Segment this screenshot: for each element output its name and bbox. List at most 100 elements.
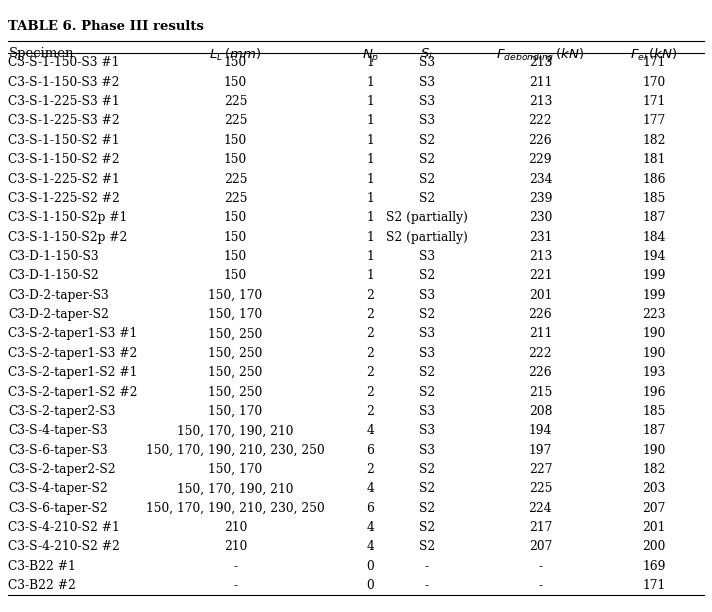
- Text: 213: 213: [529, 250, 552, 263]
- Text: 203: 203: [642, 482, 666, 495]
- Text: 226: 226: [528, 366, 553, 379]
- Text: C3-S-4-taper-S3: C3-S-4-taper-S3: [9, 424, 108, 438]
- Text: $F_{el}\,(kN)$: $F_{el}\,(kN)$: [630, 47, 677, 63]
- Text: S2 (partially): S2 (partially): [386, 231, 468, 244]
- Text: 186: 186: [642, 173, 666, 185]
- Text: S3: S3: [419, 76, 435, 89]
- Text: 196: 196: [642, 386, 666, 398]
- Text: 150, 170: 150, 170: [209, 463, 263, 476]
- Text: 201: 201: [642, 521, 666, 534]
- Text: S3: S3: [419, 347, 435, 360]
- Text: 1: 1: [366, 173, 374, 185]
- Text: C3-S-1-225-S2 #1: C3-S-1-225-S2 #1: [9, 173, 120, 185]
- Text: 194: 194: [642, 250, 666, 263]
- Text: 225: 225: [224, 192, 247, 205]
- Text: 2: 2: [366, 386, 374, 398]
- Text: S2: S2: [419, 502, 435, 515]
- Text: 207: 207: [529, 540, 552, 553]
- Text: 199: 199: [642, 269, 666, 282]
- Text: 4: 4: [366, 521, 374, 534]
- Text: 1: 1: [366, 269, 374, 282]
- Text: 185: 185: [642, 405, 666, 418]
- Text: 187: 187: [642, 211, 666, 224]
- Text: 207: 207: [642, 502, 666, 515]
- Text: 150, 170, 190, 210: 150, 170, 190, 210: [177, 482, 293, 495]
- Text: 1: 1: [366, 250, 374, 263]
- Text: 150: 150: [224, 56, 247, 69]
- Text: C3-S-4-210-S2 #2: C3-S-4-210-S2 #2: [9, 540, 120, 553]
- Text: 150: 150: [224, 269, 247, 282]
- Text: C3-D-1-150-S3: C3-D-1-150-S3: [9, 250, 99, 263]
- Text: 150: 150: [224, 76, 247, 89]
- Text: C3-S-1-225-S3 #1: C3-S-1-225-S3 #1: [9, 95, 120, 108]
- Text: C3-S-1-225-S2 #2: C3-S-1-225-S2 #2: [9, 192, 120, 205]
- Text: 211: 211: [529, 76, 552, 89]
- Text: 225: 225: [528, 482, 552, 495]
- Text: S3: S3: [419, 405, 435, 418]
- Text: $N_p$: $N_p$: [362, 47, 379, 64]
- Text: C3-S-2-taper1-S2 #1: C3-S-2-taper1-S2 #1: [9, 366, 138, 379]
- Text: C3-S-6-taper-S2: C3-S-6-taper-S2: [9, 502, 108, 515]
- Text: C3-B22 #2: C3-B22 #2: [9, 579, 76, 592]
- Text: S3: S3: [419, 289, 435, 302]
- Text: 2: 2: [366, 327, 374, 340]
- Text: 1: 1: [366, 153, 374, 166]
- Text: TABLE 6. Phase III results: TABLE 6. Phase III results: [9, 20, 204, 32]
- Text: 182: 182: [642, 134, 666, 147]
- Text: 215: 215: [529, 386, 552, 398]
- Text: C3-S-2-taper1-S3 #2: C3-S-2-taper1-S3 #2: [9, 347, 138, 360]
- Text: $S_i$: $S_i$: [421, 47, 434, 62]
- Text: S2: S2: [419, 482, 435, 495]
- Text: C3-S-2-taper2-S2: C3-S-2-taper2-S2: [9, 463, 116, 476]
- Text: 2: 2: [366, 347, 374, 360]
- Text: 150: 150: [224, 231, 247, 244]
- Text: 190: 190: [642, 327, 666, 340]
- Text: C3-D-2-taper-S2: C3-D-2-taper-S2: [9, 308, 110, 321]
- Text: 0: 0: [366, 579, 374, 592]
- Text: 225: 225: [224, 173, 247, 185]
- Text: 150: 150: [224, 153, 247, 166]
- Text: S2: S2: [419, 386, 435, 398]
- Text: 1: 1: [366, 56, 374, 69]
- Text: 2: 2: [366, 289, 374, 302]
- Text: 184: 184: [642, 231, 666, 244]
- Text: 177: 177: [642, 114, 666, 127]
- Text: C3-S-1-150-S2p #2: C3-S-1-150-S2p #2: [9, 231, 128, 244]
- Text: S2: S2: [419, 153, 435, 166]
- Text: 208: 208: [528, 405, 552, 418]
- Text: $L_L\,(mm)$: $L_L\,(mm)$: [209, 47, 261, 63]
- Text: 222: 222: [528, 114, 553, 127]
- Text: 193: 193: [642, 366, 666, 379]
- Text: S2: S2: [419, 192, 435, 205]
- Text: 224: 224: [528, 502, 553, 515]
- Text: S3: S3: [419, 56, 435, 69]
- Text: 199: 199: [642, 289, 666, 302]
- Text: C3-B22 #1: C3-B22 #1: [9, 560, 76, 573]
- Text: 211: 211: [529, 327, 552, 340]
- Text: C3-D-1-150-S2: C3-D-1-150-S2: [9, 269, 99, 282]
- Text: 213: 213: [529, 95, 552, 108]
- Text: -: -: [538, 560, 543, 573]
- Text: 169: 169: [642, 560, 666, 573]
- Text: 223: 223: [642, 308, 666, 321]
- Text: C3-S-1-150-S3 #2: C3-S-1-150-S3 #2: [9, 76, 120, 89]
- Text: 227: 227: [528, 463, 552, 476]
- Text: C3-S-4-210-S2 #1: C3-S-4-210-S2 #1: [9, 521, 120, 534]
- Text: 187: 187: [642, 424, 666, 438]
- Text: 4: 4: [366, 424, 374, 438]
- Text: 2: 2: [366, 366, 374, 379]
- Text: S2: S2: [419, 521, 435, 534]
- Text: 4: 4: [366, 482, 374, 495]
- Text: 4: 4: [366, 540, 374, 553]
- Text: -: -: [425, 560, 429, 573]
- Text: -: -: [234, 560, 238, 573]
- Text: 150: 150: [224, 134, 247, 147]
- Text: S3: S3: [419, 95, 435, 108]
- Text: S3: S3: [419, 424, 435, 438]
- Text: C3-S-2-taper2-S3: C3-S-2-taper2-S3: [9, 405, 116, 418]
- Text: 150, 170: 150, 170: [209, 308, 263, 321]
- Text: S2: S2: [419, 173, 435, 185]
- Text: 226: 226: [528, 308, 553, 321]
- Text: Specimen: Specimen: [9, 47, 74, 60]
- Text: C3-D-2-taper-S3: C3-D-2-taper-S3: [9, 289, 109, 302]
